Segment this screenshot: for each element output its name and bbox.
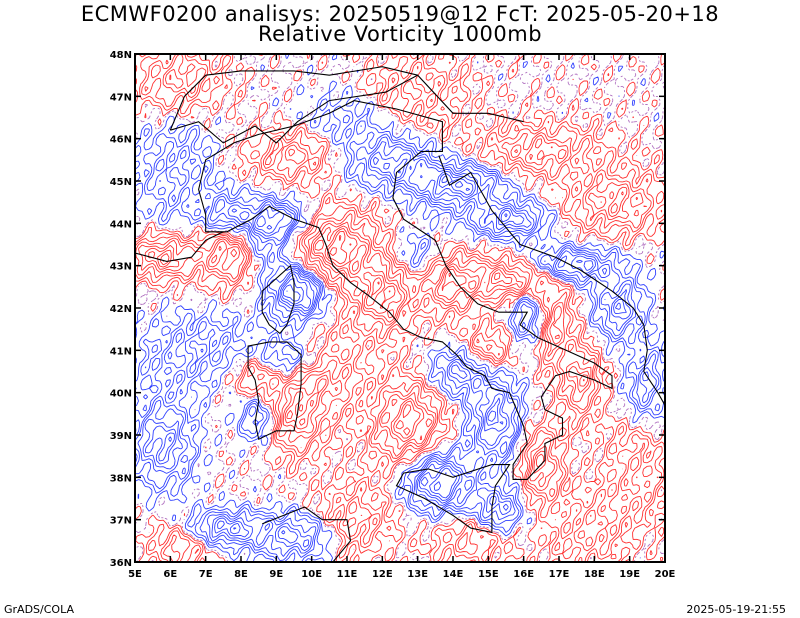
corsica-coastline (261, 264, 295, 335)
lat-tick-label: 36N (110, 558, 132, 569)
negative-vorticity-contour (286, 290, 288, 292)
lat-tick-label: 43N (110, 262, 132, 273)
positive-vorticity-contour (162, 230, 585, 436)
sicily-coastline (395, 464, 511, 534)
north-border (169, 66, 418, 131)
lon-tick-label: 8E (234, 569, 248, 580)
negative-vorticity-contour (137, 125, 660, 557)
footer-software: GrADS/COLA (4, 603, 74, 616)
lon-tick-label: 16E (513, 569, 534, 580)
lat-tick-label: 48N (110, 50, 132, 61)
negative-vorticity-contour (144, 151, 649, 548)
footer-timestamp: 2025-05-19-21:55 (686, 603, 786, 616)
negative-vorticity-contour (168, 170, 621, 530)
lon-tick-label: 9E (269, 569, 283, 580)
france-coastline (135, 231, 224, 262)
lat-tick-label: 38N (110, 473, 132, 484)
lat-tick-label: 41N (110, 346, 132, 357)
negative-vorticity-contour (135, 114, 665, 562)
lon-tick-label: 14E (443, 569, 464, 580)
lon-tick-label: 7E (199, 569, 213, 580)
vorticity-contours (135, 54, 665, 562)
positive-vorticity-contour (329, 235, 380, 285)
lat-tick-label: 46N (110, 135, 132, 146)
balkan-coastline (438, 155, 665, 406)
positive-vorticity-contour (159, 227, 589, 468)
positive-vorticity-contour (135, 54, 663, 562)
lon-tick-label: 11E (337, 569, 358, 580)
positive-vorticity-contour (138, 68, 647, 526)
alpine-border (170, 74, 524, 144)
lon-tick-label: 5E (128, 569, 142, 580)
lon-tick-label: 17E (549, 569, 570, 580)
lon-tick-label: 18E (584, 569, 605, 580)
sardinia-coastline (247, 341, 302, 440)
negative-vorticity-contour (282, 175, 508, 491)
positive-vorticity-contour (144, 74, 639, 488)
negative-vorticity-contour (135, 54, 665, 562)
negative-vorticity-contour (158, 156, 627, 535)
coastline-borders (135, 66, 665, 562)
lon-tick-label: 10E (301, 569, 322, 580)
lat-tick-label: 40N (110, 389, 132, 400)
lon-tick-label: 20E (655, 569, 676, 580)
lon-tick-label: 6E (163, 569, 177, 580)
lon-tick-label: 12E (372, 569, 393, 580)
lat-tick-label: 42N (110, 304, 132, 315)
italy-coastline (198, 100, 613, 480)
map-subtitle: Relative Vorticity 1000mb (257, 22, 543, 46)
lon-tick-label: 13E (407, 569, 428, 580)
map-title: ECMWF0200 analisys: 20250519@12 FcT: 202… (80, 2, 720, 26)
tunisia-coastline (261, 506, 352, 562)
lat-tick-label: 45N (110, 177, 132, 188)
map-axes: 5E 6E 7E 8E 9E 10E 11E 12E 13E 14E 15E 16E 17E 18E 19E… (110, 50, 676, 580)
lon-tick-label: 15E (478, 569, 499, 580)
lat-tick-label: 47N (110, 92, 132, 103)
lat-tick-label: 39N (110, 431, 132, 442)
positive-vorticity-contour (135, 54, 665, 562)
lat-tick-label: 44N (110, 219, 132, 230)
lat-tick-label: 37N (110, 516, 132, 527)
lon-tick-label: 19E (619, 569, 640, 580)
zero-contour (135, 54, 665, 562)
